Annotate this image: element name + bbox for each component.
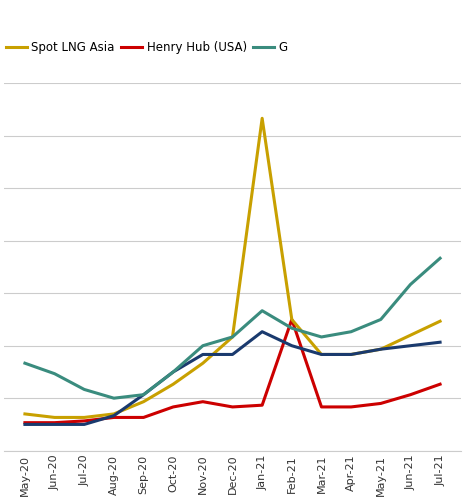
Legend: Spot LNG Asia, Henry Hub (USA), G: Spot LNG Asia, Henry Hub (USA), G	[6, 42, 288, 54]
